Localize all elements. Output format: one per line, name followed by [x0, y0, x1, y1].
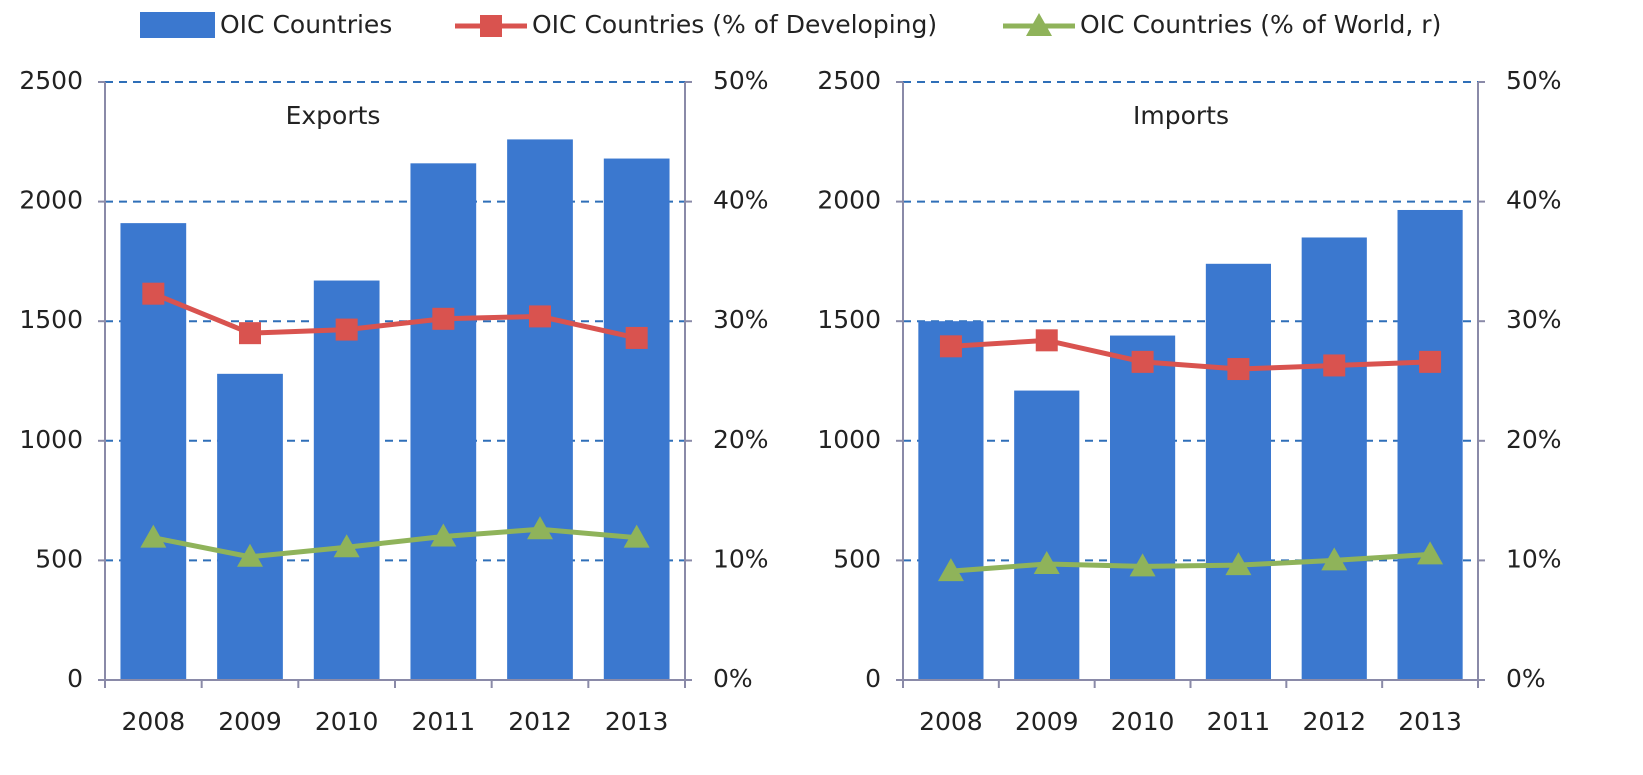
legend-label: OIC Countries (% of World, r) [1080, 10, 1441, 39]
line [152, 291, 638, 341]
y-tick-label: 1500 [817, 305, 881, 334]
marker [1131, 350, 1154, 373]
marker [937, 558, 964, 582]
y-tick-label: 2000 [19, 186, 83, 215]
marker [432, 307, 455, 330]
marker [1129, 553, 1156, 577]
marker [239, 322, 261, 345]
x-tick-label: 2010 [315, 707, 379, 736]
marker [1026, 13, 1052, 36]
y2-tick-label: 50% [1506, 66, 1562, 95]
bar [1397, 209, 1463, 681]
y-tick-label: 1000 [817, 425, 881, 454]
y2-tick-label: 40% [1506, 186, 1562, 215]
x-tick-label: 2011 [412, 707, 476, 736]
bar [1205, 263, 1271, 680]
y2-tick-label: 10% [713, 544, 769, 573]
bar [410, 163, 477, 680]
y2-tick-label: 50% [713, 66, 769, 95]
chart-title: Imports [1133, 101, 1229, 130]
bar [1301, 237, 1367, 681]
y-tick-label: 500 [35, 544, 83, 573]
bar [313, 280, 380, 680]
y2-tick-label: 40% [713, 186, 769, 215]
y-tick-label: 1500 [19, 305, 83, 334]
marker [1417, 541, 1444, 565]
y-tick-label: 0 [865, 664, 881, 693]
marker [939, 335, 962, 358]
legend-label: OIC Countries (% of Developing) [532, 10, 937, 39]
x-tick-label: 2013 [1398, 707, 1462, 736]
marker [333, 534, 360, 558]
bar [1110, 335, 1176, 680]
line [152, 526, 637, 560]
marker [142, 282, 165, 305]
y-tick-label: 0 [67, 664, 83, 693]
marker [1419, 350, 1442, 373]
y-tick-label: 2500 [19, 66, 83, 95]
bar [507, 139, 573, 680]
y-tick-label: 1000 [19, 425, 83, 454]
y2-tick-label: 20% [713, 425, 769, 454]
marker [335, 318, 358, 341]
marker [480, 15, 502, 37]
y2-tick-label: 20% [1506, 425, 1562, 454]
x-tick-label: 2012 [1302, 707, 1366, 736]
legend-swatch [140, 12, 215, 38]
bar [217, 373, 283, 680]
y-tick-label: 2000 [817, 186, 881, 215]
chart-title: Exports [286, 101, 381, 130]
marker [1321, 547, 1348, 571]
line [950, 337, 1431, 372]
bar [1014, 390, 1080, 680]
y-tick-label: 500 [833, 544, 881, 573]
x-tick-label: 2011 [1207, 707, 1271, 736]
marker [430, 523, 457, 547]
y2-tick-label: 30% [1506, 305, 1562, 334]
marker [1227, 358, 1250, 381]
marker [1035, 329, 1058, 352]
bar [603, 158, 670, 680]
marker [237, 543, 263, 567]
marker [1033, 550, 1060, 574]
marker [1323, 354, 1346, 377]
x-tick-label: 2013 [605, 707, 669, 736]
x-tick-label: 2012 [508, 707, 572, 736]
marker [529, 305, 551, 328]
x-tick-label: 2010 [1111, 707, 1175, 736]
y-tick-label: 2500 [817, 66, 881, 95]
x-tick-label: 2009 [218, 707, 282, 736]
y2-tick-label: 0% [1506, 664, 1546, 693]
x-tick-label: 2008 [919, 707, 983, 736]
bar [918, 321, 984, 680]
y2-tick-label: 30% [713, 305, 769, 334]
marker [1225, 552, 1252, 576]
x-tick-label: 2008 [122, 707, 186, 736]
y2-tick-label: 10% [1506, 544, 1562, 573]
marker [625, 326, 648, 349]
marker [140, 524, 167, 548]
marker [527, 516, 553, 540]
legend-label: OIC Countries [220, 10, 392, 39]
x-tick-label: 2009 [1015, 707, 1079, 736]
line [950, 551, 1431, 574]
marker [623, 524, 650, 548]
y2-tick-label: 0% [713, 664, 753, 693]
